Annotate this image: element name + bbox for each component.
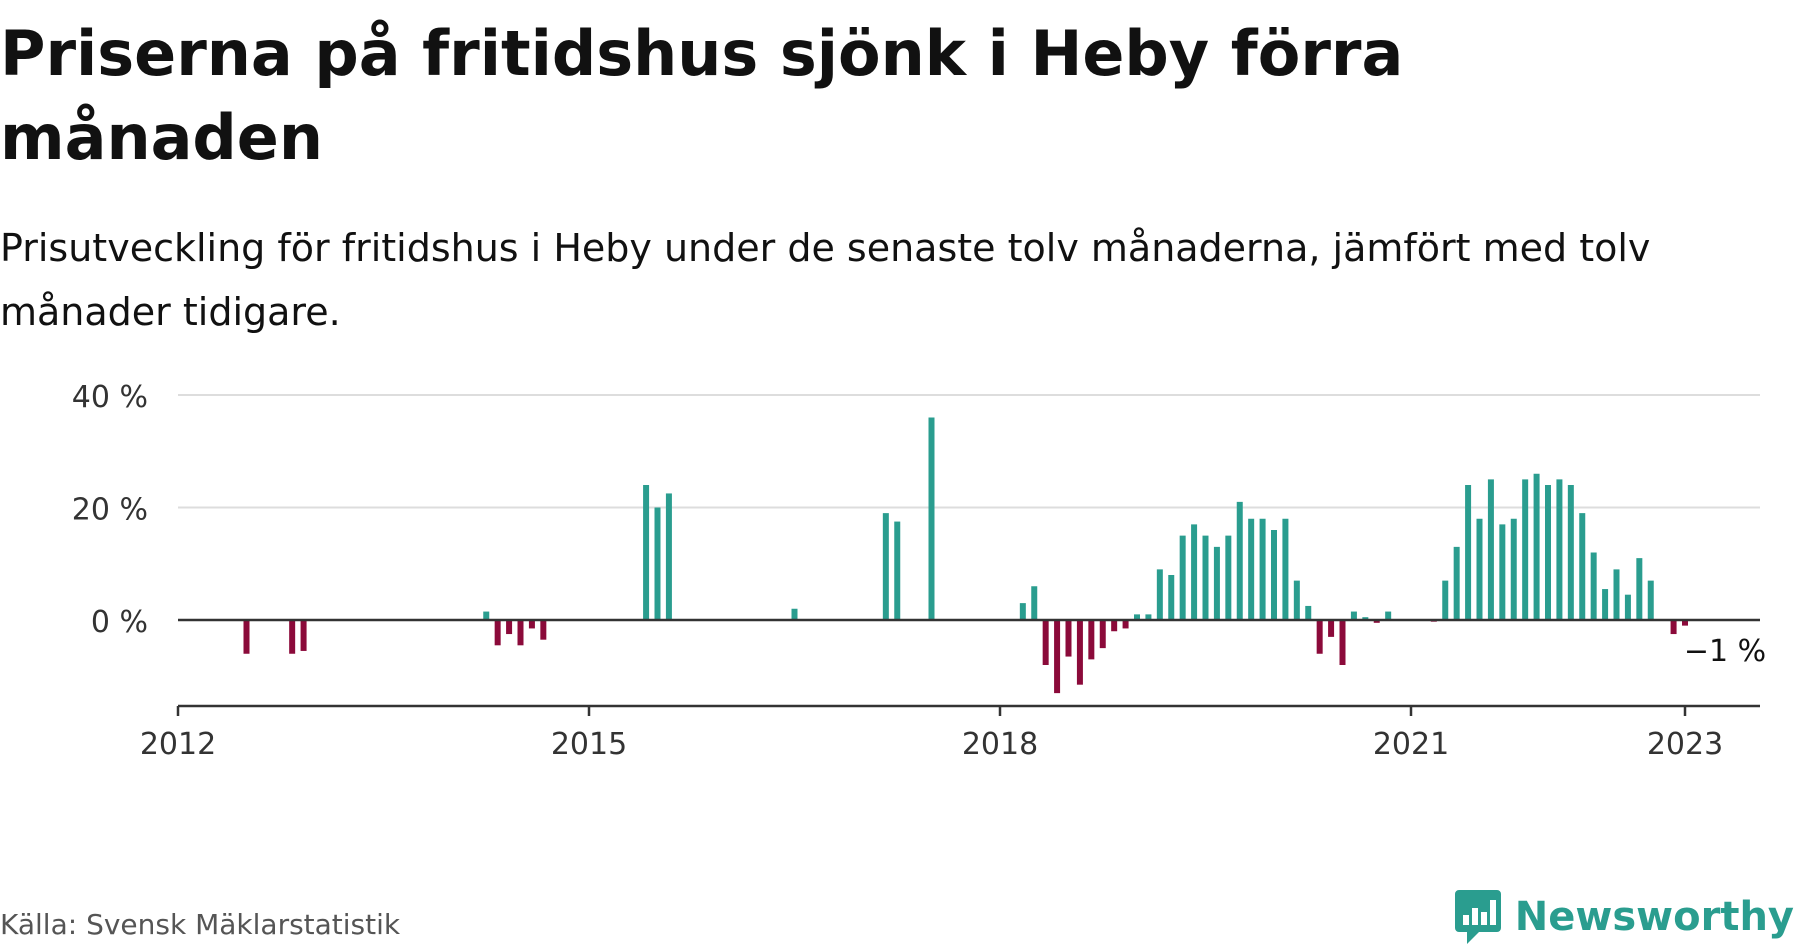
- bar: [494, 620, 501, 646]
- bar: [300, 620, 307, 651]
- brand-name: Newsworthy: [1514, 894, 1794, 940]
- bar: [1682, 620, 1688, 626]
- bar: [528, 620, 535, 629]
- bar: [1248, 518, 1255, 620]
- bar: [1316, 620, 1323, 654]
- y-tick-label: 0 %: [91, 605, 148, 640]
- bar: [1099, 620, 1106, 649]
- bar: [1179, 535, 1186, 620]
- bar: [1031, 586, 1038, 620]
- bar: [1510, 518, 1517, 620]
- bar: [289, 620, 296, 654]
- newsworthy-chat-chart-icon: [1454, 890, 1501, 944]
- bar: [1499, 524, 1506, 620]
- bar: [894, 521, 901, 620]
- bar: [1282, 518, 1289, 620]
- bar: [1647, 580, 1654, 620]
- bar: [1134, 614, 1140, 620]
- bar: [1259, 518, 1266, 620]
- y-tick-label: 40 %: [72, 380, 148, 415]
- bar: [928, 417, 935, 620]
- gridlines: [178, 394, 1760, 509]
- bar: [1590, 552, 1597, 620]
- x-tick-label: 2023: [1647, 727, 1723, 762]
- bar: [1088, 620, 1095, 660]
- bar: [1225, 535, 1232, 620]
- bar: [1328, 620, 1335, 637]
- bar: [1305, 605, 1312, 620]
- bar: [1191, 524, 1198, 620]
- bar: [1054, 620, 1061, 694]
- bar: [1624, 594, 1631, 620]
- last-value-label: −1 %: [1684, 634, 1766, 669]
- bar: [1156, 569, 1163, 620]
- bar: [643, 485, 650, 620]
- bar: [1145, 614, 1152, 620]
- bar: [1122, 620, 1129, 629]
- bar: [1293, 580, 1300, 620]
- source-note: Källa: Svensk Mäklarstatistik: [0, 908, 401, 941]
- x-tick-label: 2015: [551, 727, 627, 762]
- bar: [1385, 611, 1392, 620]
- bar: [1271, 530, 1277, 620]
- bar: [1522, 479, 1529, 620]
- chart-title: Priserna på fritidshus sjönk i Heby förr…: [0, 17, 1404, 174]
- chart-subtitle: Prisutveckling för fritidshus i Heby und…: [0, 226, 1651, 334]
- bar: [1453, 546, 1460, 620]
- bar: [1476, 518, 1483, 620]
- bar: [882, 513, 889, 620]
- bar: [1042, 620, 1049, 665]
- bar: [1465, 485, 1472, 620]
- bar: [1556, 479, 1563, 620]
- bar: [483, 611, 490, 620]
- newsworthy-logo: Newsworthy: [1453, 888, 1794, 946]
- bar: [1442, 580, 1449, 620]
- bar: [1339, 620, 1346, 665]
- bar: [1202, 535, 1209, 620]
- bar: [1545, 485, 1551, 620]
- bar: [1362, 617, 1369, 620]
- x-tick-label: 2021: [1373, 727, 1449, 762]
- bar: [1168, 575, 1175, 620]
- bar: [1487, 479, 1494, 620]
- bar: [1065, 620, 1072, 657]
- y-tick-label: 20 %: [72, 493, 148, 528]
- bar: [1373, 620, 1380, 623]
- bar: [1236, 501, 1243, 620]
- axes: [176, 618, 1760, 716]
- bar: [1019, 603, 1026, 620]
- bar: [243, 620, 250, 654]
- bar: [517, 620, 524, 646]
- bar: [1613, 569, 1620, 620]
- axis-labels: 0 % 20 % 40 % 2012 2015 2018 2021 2023 −1 %: [72, 380, 1766, 762]
- bar: [1670, 620, 1677, 635]
- bar: [654, 507, 661, 620]
- bars: [243, 417, 1688, 694]
- bar: [1636, 558, 1643, 620]
- bar: [665, 493, 672, 620]
- bar: [1567, 485, 1574, 620]
- bar: [1076, 620, 1083, 685]
- x-tick-label: 2018: [962, 727, 1038, 762]
- bar: [1350, 611, 1357, 620]
- x-tick-label: 2012: [140, 727, 216, 762]
- bar: [1579, 513, 1586, 620]
- bar: [1602, 589, 1609, 620]
- bar: [540, 620, 547, 640]
- bar: [1533, 473, 1540, 620]
- bar-chart: 0 % 20 % 40 % 2012 2015 2018 2021 2023 −1 %: [72, 380, 1766, 762]
- bar: [1213, 546, 1220, 620]
- bar: [506, 620, 513, 635]
- bar: [1111, 620, 1118, 632]
- bar: [791, 608, 798, 620]
